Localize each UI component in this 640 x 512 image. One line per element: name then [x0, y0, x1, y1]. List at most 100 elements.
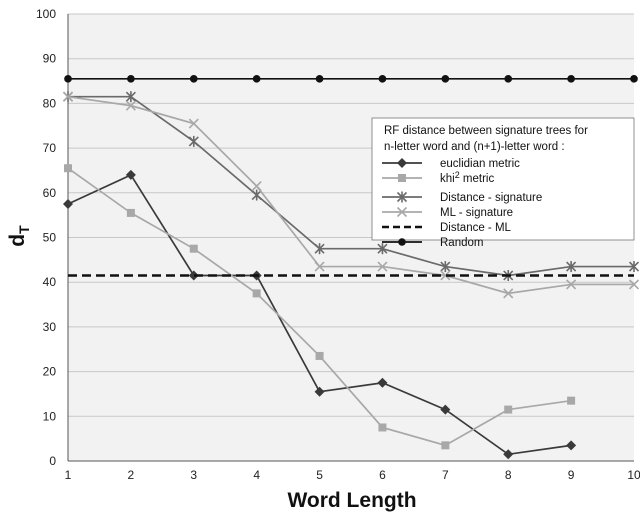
legend-label-name: Distance - ML	[440, 222, 512, 234]
data-point	[125, 91, 136, 103]
data-point	[125, 169, 136, 180]
x-tick-label: 2	[128, 468, 135, 482]
legend-label: ML - signature	[440, 207, 513, 219]
data-point	[440, 404, 451, 415]
data-point	[315, 351, 324, 360]
y-tick-label: 50	[43, 231, 57, 245]
legend-entry: khi2 metric	[382, 170, 494, 185]
data-point	[377, 243, 388, 255]
svg-text:dT: dT	[6, 225, 32, 247]
legend-label-tail: metric	[460, 173, 495, 185]
y-tick-label: 80	[43, 96, 57, 110]
x-tick-label: 4	[253, 468, 260, 482]
legend-marker	[398, 174, 406, 182]
legend-marker	[396, 206, 408, 218]
data-point	[440, 261, 451, 273]
legend: RF distance between signature trees for …	[371, 117, 635, 249]
data-point	[314, 243, 325, 255]
legend-label-superscript: 2	[455, 170, 460, 180]
legend-marker	[398, 238, 406, 246]
series-3	[62, 91, 640, 299]
legend-label: euclidian metric	[440, 158, 520, 170]
data-point	[441, 441, 450, 450]
data-point	[630, 75, 638, 83]
x-tick-label: 7	[442, 468, 449, 482]
data-point	[314, 386, 325, 397]
legend-label-name: Distance - signature	[440, 192, 542, 204]
data-point	[64, 75, 72, 83]
marker-stroke	[503, 288, 514, 299]
legend-entry: Random	[382, 237, 483, 249]
data-point	[567, 75, 575, 83]
legend-label: khi2 metric	[440, 170, 494, 185]
marker-stroke	[188, 118, 199, 129]
series-group	[62, 75, 640, 460]
data-point	[504, 405, 513, 414]
marker-stroke	[251, 181, 262, 192]
data-point	[440, 270, 451, 281]
marker-stroke	[125, 100, 136, 111]
legend-title-line-1: RF distance between signature trees for	[384, 125, 588, 137]
legend-box	[371, 117, 635, 241]
data-point	[62, 91, 74, 102]
data-point	[377, 261, 388, 272]
marker-stroke	[377, 261, 388, 272]
y-tick-label: 40	[43, 275, 57, 289]
data-point	[314, 261, 325, 272]
x-tick-label: 6	[379, 468, 386, 482]
data-point	[252, 289, 261, 298]
data-point	[126, 208, 135, 217]
x-tick-label: 9	[568, 468, 575, 482]
legend-label: Random	[440, 237, 483, 249]
x-tick-label: 10	[627, 468, 640, 482]
data-point	[567, 396, 576, 405]
series-5	[64, 75, 638, 83]
data-point	[566, 440, 577, 451]
marker-stroke	[628, 279, 640, 290]
y-tick-label: 10	[43, 409, 57, 423]
marker-stroke	[396, 206, 408, 218]
data-point	[188, 118, 199, 129]
legend-title-line-2: n-letter word and (n+1)-letter word :	[384, 141, 565, 153]
axes	[67, 14, 634, 462]
data-point	[504, 75, 513, 83]
marker-stroke	[440, 270, 451, 281]
y-tick-label: 90	[43, 52, 57, 66]
legend-entry: euclidian metric	[382, 158, 520, 170]
data-point	[378, 423, 387, 432]
data-point	[64, 164, 72, 173]
data-point	[377, 377, 388, 388]
x-tick-label: 5	[316, 468, 323, 482]
data-point	[189, 244, 198, 253]
series-0	[63, 169, 577, 460]
data-point	[188, 270, 199, 281]
x-tick-label: 3	[190, 468, 197, 482]
x-tick-label: 8	[505, 468, 512, 482]
data-point	[628, 261, 640, 273]
data-point	[251, 181, 262, 192]
series-line	[67, 95, 634, 295]
data-point	[566, 279, 577, 290]
data-point	[252, 75, 261, 83]
data-point	[127, 75, 135, 83]
data-point	[315, 75, 324, 83]
y-axis-label-main: d	[6, 234, 29, 247]
y-tick-label: 70	[43, 141, 57, 155]
series-line	[68, 95, 634, 277]
y-axis-label-subscript: T	[16, 225, 32, 234]
marker-stroke	[566, 279, 577, 290]
x-axis-label: Word Length	[287, 489, 416, 512]
legend-label-name: euclidian metric	[440, 158, 520, 170]
data-point	[188, 135, 199, 147]
legend-label-name: Random	[440, 237, 483, 249]
y-tick-label: 30	[43, 320, 57, 334]
y-tick-label: 60	[43, 186, 57, 200]
y-tick-label: 20	[43, 365, 57, 379]
tick-labels: 0 10 20 30 40 50 60 70 80 90 100 1 2 3 4 5 6 7 8 9 10	[36, 7, 640, 482]
data-point	[503, 288, 514, 299]
legend-label: Distance - signature	[440, 192, 542, 204]
data-point	[251, 189, 262, 201]
data-point	[628, 279, 640, 290]
data-point	[503, 449, 514, 460]
